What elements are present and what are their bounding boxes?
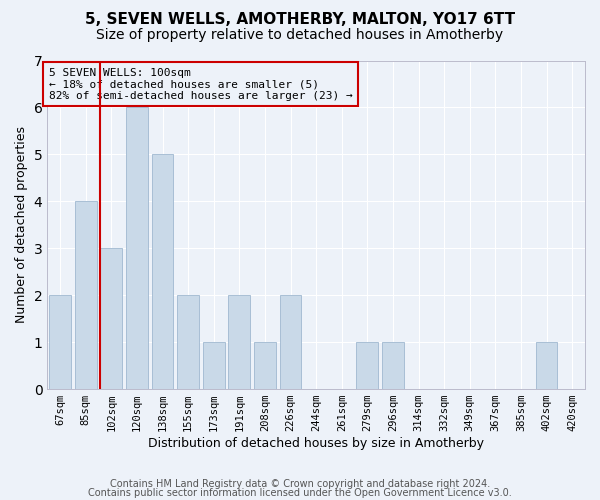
Y-axis label: Number of detached properties: Number of detached properties [15,126,28,324]
Bar [152,154,173,389]
Text: Contains public sector information licensed under the Open Government Licence v3: Contains public sector information licen… [88,488,512,498]
Bar [229,295,250,389]
Text: Size of property relative to detached houses in Amotherby: Size of property relative to detached ho… [97,28,503,42]
Bar [203,342,224,389]
Bar [536,342,557,389]
Bar [49,295,71,389]
Text: 5, SEVEN WELLS, AMOTHERBY, MALTON, YO17 6TT: 5, SEVEN WELLS, AMOTHERBY, MALTON, YO17 … [85,12,515,28]
Text: 5 SEVEN WELLS: 100sqm
← 18% of detached houses are smaller (5)
82% of semi-detac: 5 SEVEN WELLS: 100sqm ← 18% of detached … [49,68,352,100]
Bar [280,295,301,389]
Bar [254,342,276,389]
Text: Contains HM Land Registry data © Crown copyright and database right 2024.: Contains HM Land Registry data © Crown c… [110,479,490,489]
Bar [382,342,404,389]
Bar [100,248,122,389]
Bar [177,295,199,389]
X-axis label: Distribution of detached houses by size in Amotherby: Distribution of detached houses by size … [148,437,484,450]
Bar [75,202,97,389]
Bar [356,342,378,389]
Bar [126,108,148,389]
